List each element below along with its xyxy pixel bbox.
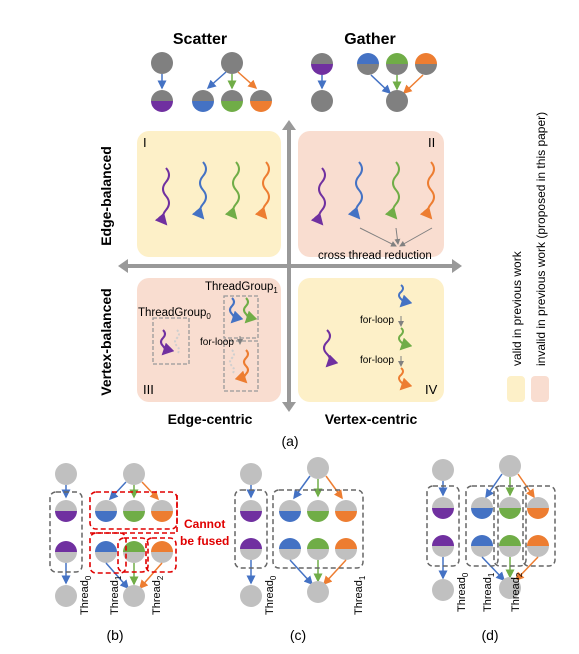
vertex-centric-label: Vertex-centric (325, 411, 418, 427)
cannot-label: Cannot (184, 517, 225, 531)
threadgroup0-label: ThreadGroup0 (138, 307, 211, 321)
edge-balanced-label: Edge-balanced (98, 146, 114, 246)
edge-centric-label: Edge-centric (168, 411, 253, 427)
scatter-graph-2 (192, 52, 272, 112)
scatter-title: Scatter (173, 31, 227, 48)
quadrant-II-box (298, 131, 444, 257)
legend-invalid-label: invalid in previous work (proposed in th… (534, 112, 548, 366)
for-loop-label-III: for-loop (200, 337, 234, 348)
reduction-arrows (359, 227, 433, 247)
panel-d (426, 455, 556, 601)
for-loop-label-IV-1: for-loop (360, 315, 394, 326)
quadrant-II-label: II (428, 135, 435, 150)
legend-valid-label: valid in previous work (510, 250, 524, 366)
quadrant-IV-threads (323, 284, 413, 391)
panel-c (234, 457, 364, 607)
thread0-label-d: Thread0 (456, 572, 470, 612)
threadgroup0-box (152, 317, 190, 365)
gather-title: Gather (344, 31, 396, 48)
thread2-label-d: Thread2 (510, 572, 524, 612)
caption-b: (b) (106, 627, 123, 643)
caption-d: (d) (481, 627, 498, 643)
quadrant-III-threads (160, 297, 258, 384)
be-fused-label: be fused (180, 534, 229, 548)
panel-b (49, 463, 178, 607)
caption-a: (a) (281, 433, 298, 449)
quadrant-IV-box (298, 278, 444, 402)
quadrant-III-label: III (143, 382, 154, 397)
quadrant-II-threads (310, 161, 435, 226)
thread0-label-b: Thread0 (79, 575, 93, 615)
cross-thread-reduction-label: cross thread reduction (318, 250, 432, 262)
caption-c: (c) (290, 627, 306, 643)
scatter-graph-1 (151, 52, 173, 112)
threadgroup1-label: ThreadGroup1 (205, 281, 278, 295)
for-loop-label-IV-2: for-loop (360, 355, 394, 366)
thread0-label-c: Thread0 (264, 575, 278, 615)
threadgroup1-box-top (223, 295, 259, 339)
legend-invalid-swatch (531, 376, 549, 402)
quadrant-I-box (137, 131, 281, 257)
vertex-balanced-label: Vertex-balanced (98, 288, 114, 395)
gather-graph-2 (357, 53, 437, 112)
legend-valid-swatch (507, 376, 525, 402)
quadrant-I-label: I (143, 135, 147, 150)
thread1-label-b: Thread1 (109, 575, 123, 615)
quadrant-I-threads (154, 161, 270, 226)
gather-graph-1 (311, 53, 333, 112)
thread1-label-d: Thread1 (482, 572, 496, 612)
thread2-label-b: Thread2 (151, 575, 165, 615)
quadrant-IV-label: IV (425, 382, 438, 397)
thread1-label-c: Thread1 (353, 575, 367, 615)
